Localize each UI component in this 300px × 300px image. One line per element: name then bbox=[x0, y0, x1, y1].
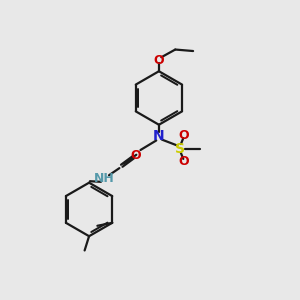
Text: O: O bbox=[178, 129, 189, 142]
Text: N: N bbox=[153, 129, 165, 143]
Text: O: O bbox=[154, 54, 164, 67]
Text: O: O bbox=[131, 149, 141, 162]
Text: S: S bbox=[175, 142, 185, 155]
Text: O: O bbox=[178, 155, 189, 168]
Text: NH: NH bbox=[94, 172, 114, 185]
